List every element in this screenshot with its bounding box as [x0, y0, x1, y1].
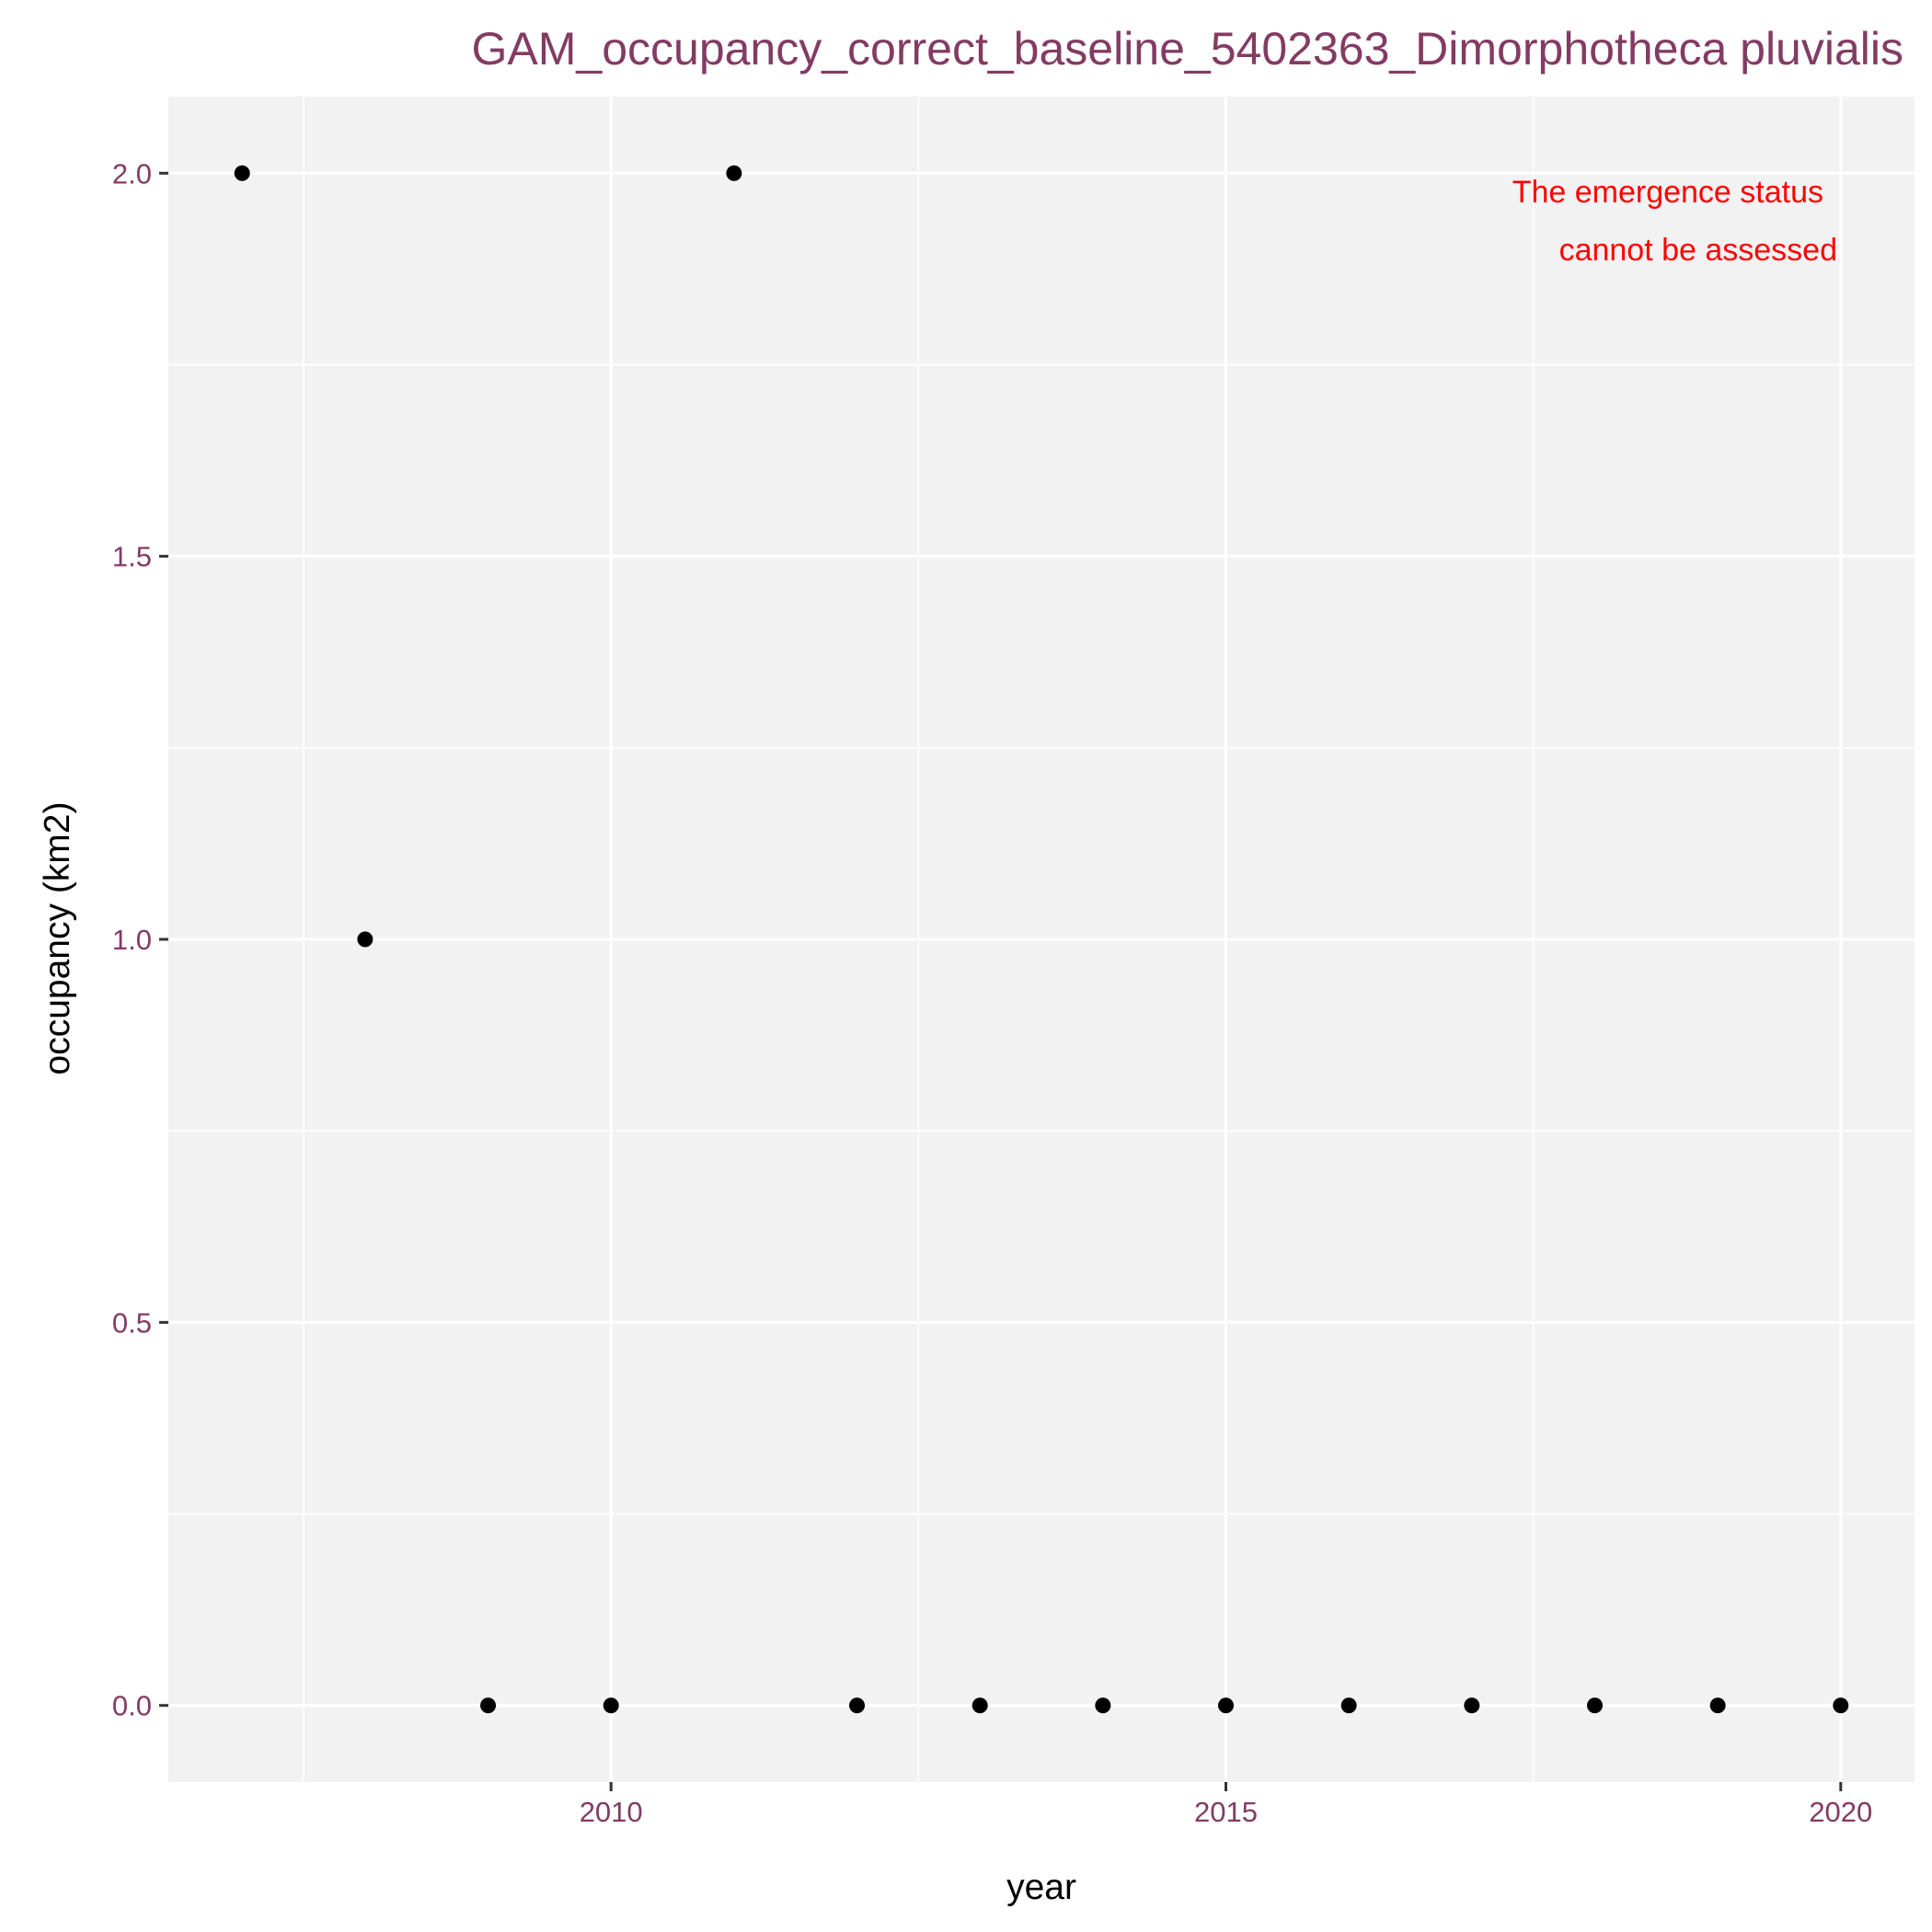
- x-tick-label: 2010: [580, 1796, 643, 1828]
- data-point: [1095, 1697, 1111, 1714]
- data-point: [1340, 1697, 1357, 1714]
- annotation-line-2: cannot be assessed: [1559, 233, 1837, 268]
- y-tick-label: 1.5: [112, 541, 152, 573]
- x-tick-label: 2020: [1809, 1796, 1872, 1828]
- y-tick-label: 0.0: [112, 1690, 152, 1722]
- data-point: [234, 165, 250, 181]
- annotation-line-1: The emergence status: [1512, 175, 1823, 210]
- data-point: [726, 165, 742, 181]
- y-tick-label: 2.0: [112, 157, 152, 190]
- y-tick-label: 0.5: [112, 1306, 152, 1339]
- data-point: [357, 931, 374, 948]
- data-points: [234, 165, 1849, 1714]
- data-point: [972, 1697, 988, 1714]
- data-point: [603, 1697, 619, 1714]
- data-point: [1217, 1697, 1234, 1714]
- data-point: [1833, 1697, 1849, 1714]
- y-axis-title: occupancy (km2): [38, 802, 77, 1075]
- major-gridlines: [168, 97, 1915, 1782]
- data-point: [480, 1697, 497, 1714]
- x-axis-title: year: [1006, 1868, 1076, 1907]
- data-point: [1586, 1697, 1603, 1714]
- y-tick-label: 1.0: [112, 924, 152, 956]
- x-tick-label: 2015: [1194, 1796, 1258, 1828]
- axis-ticks: [159, 171, 1843, 1791]
- chart-title: GAM_occupancy_correct_baseline_5402363_D…: [472, 23, 1904, 75]
- data-point: [849, 1697, 866, 1714]
- tick-labels: 2010 2015 2020 0.0 0.5 1.0 1.5 2.0: [112, 157, 1872, 1828]
- data-point: [1464, 1697, 1480, 1714]
- data-point: [1709, 1697, 1726, 1714]
